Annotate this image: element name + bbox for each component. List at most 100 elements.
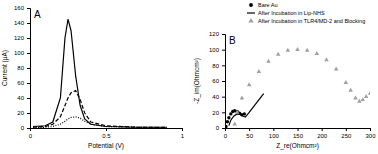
y-tick: 120 (209, 31, 225, 37)
x-tick-mark (298, 128, 299, 131)
x-tick: 50 (246, 128, 253, 139)
x-tick-label: 0.5 (102, 133, 111, 139)
series-point (324, 57, 329, 61)
x-tick-label: 1 (181, 133, 185, 139)
y-tick-mark (27, 8, 30, 9)
series-point (295, 47, 300, 51)
x-axis: 00.51 (29, 128, 185, 139)
x-tick-mark (106, 128, 107, 131)
series-point (286, 48, 291, 52)
legend-label: Bare Au (258, 2, 278, 8)
x-tick-label: 250 (341, 133, 352, 139)
y-tick-mark (222, 81, 225, 82)
series-line (33, 91, 167, 128)
series-line (33, 19, 167, 127)
x-tick-mark (346, 128, 347, 131)
series-point (353, 96, 358, 100)
series-point (232, 121, 237, 125)
y-tick-mark (222, 112, 225, 113)
series-line (229, 94, 264, 126)
y-axis-line (222, 35, 226, 129)
series-point (243, 112, 246, 115)
y-tick-label: 40 (212, 94, 219, 100)
figure: 00.51020406080100120140160Potential (V)C… (0, 0, 378, 154)
x-tick: 100 (269, 128, 280, 139)
legend: Bare Au After Incubation in Lip-NHS After … (247, 2, 365, 24)
legend-label: After Incubation in TLR4/MD-2 and Blocki… (258, 18, 365, 24)
x-tick-mark (273, 128, 274, 131)
y-tick: 60 (212, 78, 225, 84)
x-tick-label: 100 (269, 133, 280, 139)
y-tick-label: 60 (17, 80, 24, 86)
series-point (368, 91, 370, 95)
y-axis-title: -Z_im(Ohmcm²) (193, 58, 201, 104)
y-tick: 20 (17, 110, 30, 116)
series-point (235, 110, 240, 114)
panel: 050100150200250300020406080100120Z_re(Oh… (193, 2, 376, 150)
x-tick-label: 0 (29, 133, 33, 139)
y-tick-label: 0 (216, 125, 220, 131)
panel-label: B (229, 35, 236, 46)
series-line (33, 117, 167, 128)
y-tick-mark (222, 65, 225, 66)
y-axis: 0 20 40 60 80 100 120 140 160 (14, 5, 31, 131)
y-tick: 100 (14, 50, 30, 56)
series-point (235, 110, 238, 113)
series-point (334, 67, 339, 71)
y-axis-title: Current (μA) (1, 50, 9, 86)
y-tick: 40 (212, 94, 225, 100)
x-tick-label: 50 (246, 133, 253, 139)
y-tick: 0 (21, 125, 30, 131)
y-tick-label: 140 (14, 20, 25, 26)
y-tick-label: 60 (212, 78, 219, 84)
x-tick-label: 0 (224, 133, 228, 139)
x-axis-title: Z_re(Ohmcm²) (276, 142, 319, 150)
legend-swatch (249, 3, 253, 7)
x-tick-label: 300 (365, 133, 376, 139)
x-tick: 1 (181, 128, 185, 139)
y-tick-mark (27, 98, 30, 99)
y-tick-label: 80 (17, 65, 24, 71)
y-tick: 160 (14, 5, 30, 11)
series-point (257, 69, 262, 73)
series-point (315, 51, 320, 55)
series-point (240, 96, 245, 100)
series-point (227, 116, 230, 119)
x-axis-line (31, 129, 183, 132)
y-tick: 0 (216, 125, 225, 131)
x-tick: 0.5 (102, 128, 111, 139)
series-point (225, 125, 228, 128)
y-tick-mark (27, 68, 30, 69)
y-tick-label: 0 (21, 125, 25, 131)
y-tick-mark (27, 128, 30, 129)
y-tick: 140 (14, 20, 30, 26)
y-tick-mark (222, 34, 225, 35)
series-point (348, 88, 353, 92)
y-tick-mark (27, 113, 30, 114)
series-point (276, 52, 281, 56)
y-tick-label: 120 (209, 31, 220, 37)
y-tick: 20 (212, 110, 225, 116)
y-tick-mark (27, 83, 30, 84)
y-tick-mark (222, 128, 225, 129)
y-tick: 120 (14, 35, 30, 41)
series-point (266, 59, 271, 63)
y-tick-label: 80 (212, 63, 219, 69)
x-tick-mark (370, 128, 371, 131)
y-tick-mark (27, 53, 30, 54)
y-tick-mark (222, 50, 225, 51)
x-tick-label: 150 (293, 133, 304, 139)
series-point (247, 82, 252, 86)
x-tick-mark (182, 128, 183, 131)
y-axis-line (27, 9, 31, 129)
x-tick: 150 (293, 128, 304, 139)
legend-label: After Incubation in Lip-NHS (258, 10, 325, 16)
y-tick-label: 40 (17, 95, 24, 101)
series-point (364, 94, 369, 98)
y-tick-mark (27, 23, 30, 24)
panel: 00.51020406080100120140160Potential (V)C… (1, 5, 185, 150)
x-tick-label: 200 (317, 133, 328, 139)
series-point (226, 120, 229, 123)
legend-swatch (247, 12, 255, 13)
panel-label: A (34, 9, 41, 20)
